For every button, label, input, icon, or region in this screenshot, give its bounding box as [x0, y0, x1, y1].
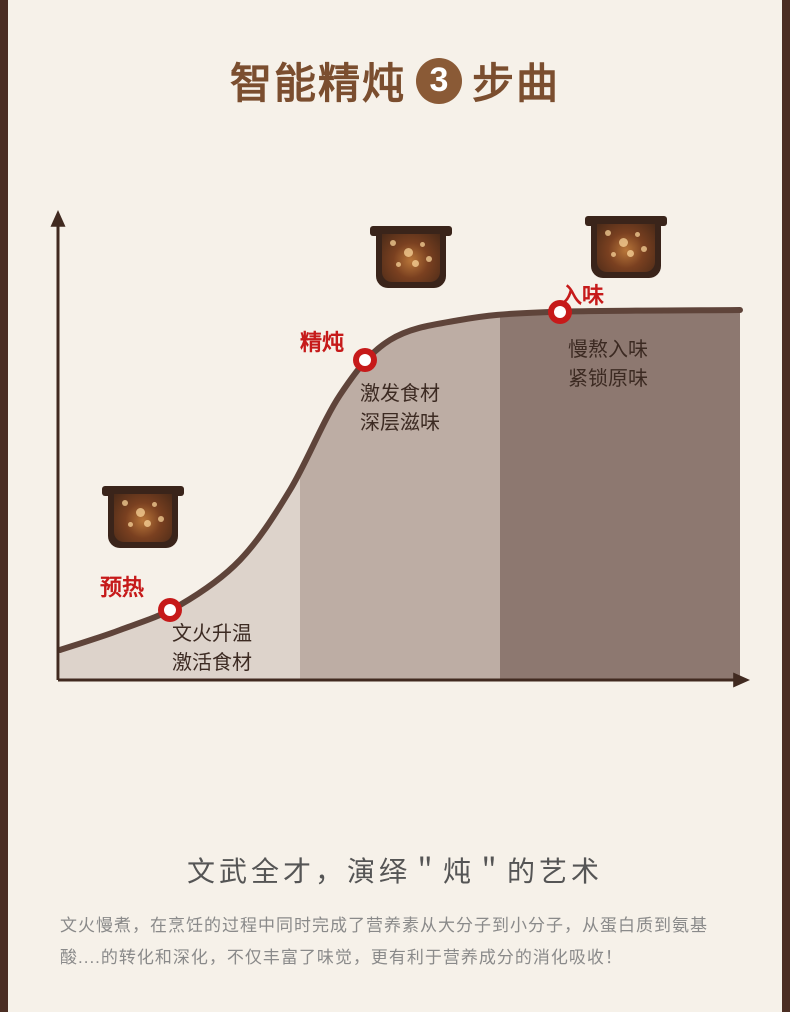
- stage-label-infuse: 入味: [560, 278, 604, 310]
- title-prefix: 智能精炖: [230, 50, 406, 111]
- subtitle: 文武全才，演绎＂炖＂的艺术: [0, 850, 790, 890]
- pot-icon: [585, 210, 667, 278]
- stage-desc-preheat: 文火升温激活食材: [172, 620, 252, 678]
- body-text: 文火慢煮，在烹饪的过程中同时完成了营养素从大分子到小分子，从蛋白质到氨基酸...…: [60, 910, 730, 975]
- stage-desc-infuse: 慢熬入味紧锁原味: [568, 336, 648, 394]
- pot-icon: [370, 220, 452, 288]
- pot-icon: [102, 480, 184, 548]
- title-badge: 3: [416, 58, 462, 104]
- stage-desc-stew: 激发食材深层滋味: [360, 380, 440, 438]
- stew-curve-chart: 预热文火升温激活食材 精炖激发食材深层滋味 入味慢熬入味紧锁原味: [40, 210, 750, 690]
- stage-label-stew: 精炖: [300, 325, 344, 357]
- title-suffix: 步曲: [472, 50, 560, 111]
- stage-label-preheat: 预热: [100, 570, 144, 602]
- page-title: 智能精炖 3 步曲: [0, 0, 790, 111]
